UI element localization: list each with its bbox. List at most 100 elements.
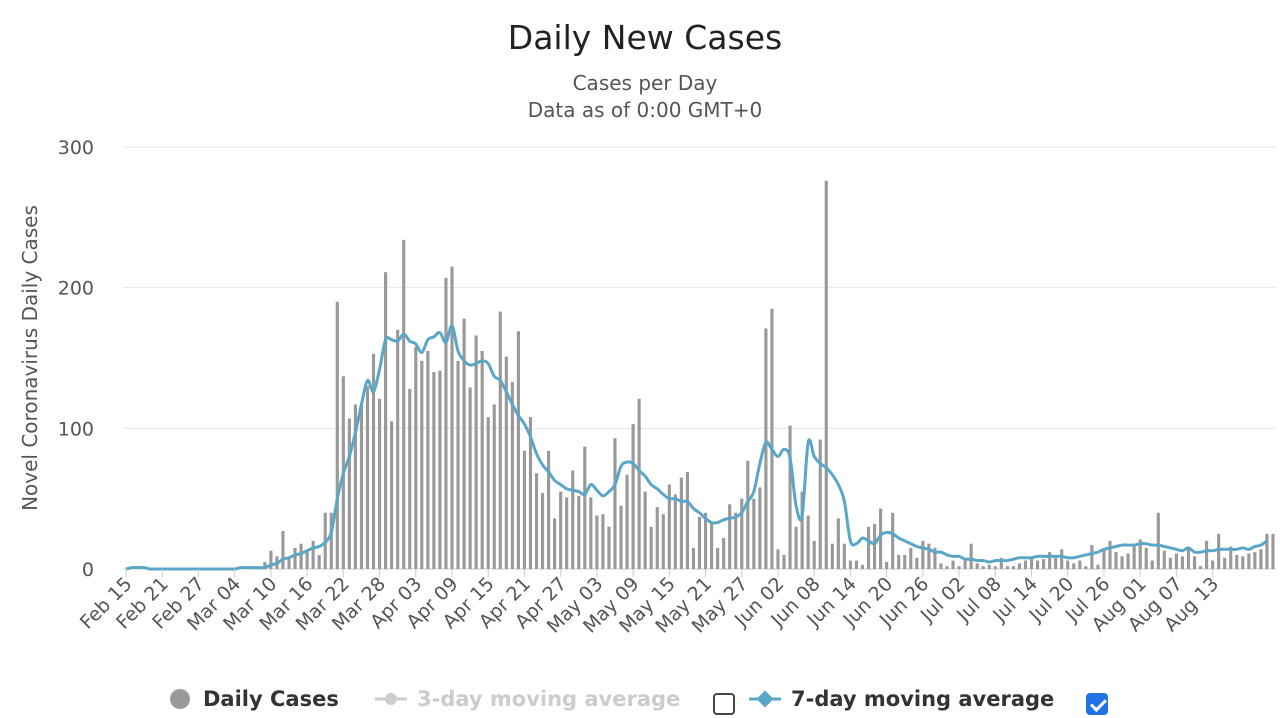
bar[interactable]: [1072, 563, 1076, 569]
bar[interactable]: [269, 550, 273, 569]
bar[interactable]: [1042, 559, 1046, 569]
bar[interactable]: [999, 557, 1003, 569]
bar[interactable]: [1235, 554, 1239, 569]
bar[interactable]: [1241, 556, 1245, 569]
bar[interactable]: [456, 360, 460, 569]
bar[interactable]: [1211, 560, 1215, 569]
bar[interactable]: [1271, 533, 1275, 569]
legend-item-7-day-ma[interactable]: 7-day moving average: [748, 683, 1054, 715]
bar[interactable]: [818, 439, 822, 569]
bar[interactable]: [311, 540, 315, 569]
bar[interactable]: [770, 308, 774, 569]
bar[interactable]: [776, 549, 780, 569]
bar[interactable]: [1229, 546, 1233, 569]
bar[interactable]: [1198, 566, 1203, 569]
bar[interactable]: [438, 370, 442, 569]
bar[interactable]: [1205, 540, 1209, 569]
bar[interactable]: [842, 543, 846, 569]
bar[interactable]: [685, 471, 689, 569]
bar[interactable]: [1144, 547, 1148, 569]
bar[interactable]: [432, 372, 436, 569]
bar[interactable]: [885, 561, 889, 569]
bar[interactable]: [347, 418, 351, 569]
bar[interactable]: [293, 547, 297, 569]
bar[interactable]: [480, 350, 484, 569]
bar[interactable]: [879, 508, 883, 569]
bar[interactable]: [987, 564, 991, 569]
bar[interactable]: [607, 526, 611, 569]
bar[interactable]: [384, 272, 388, 569]
bar[interactable]: [921, 540, 925, 569]
bar[interactable]: [1023, 560, 1028, 569]
bar[interactable]: [1005, 566, 1009, 569]
bar[interactable]: [565, 497, 569, 569]
bar[interactable]: [836, 518, 840, 569]
bar[interactable]: [365, 386, 370, 569]
bar[interactable]: [1066, 560, 1070, 569]
bar[interactable]: [981, 566, 985, 569]
bar[interactable]: [1259, 549, 1263, 569]
bar[interactable]: [486, 417, 490, 569]
bar[interactable]: [595, 515, 599, 569]
bar[interactable]: [1253, 552, 1257, 569]
bar[interactable]: [444, 277, 448, 569]
bar[interactable]: [1048, 552, 1052, 569]
bar[interactable]: [703, 512, 708, 569]
bar[interactable]: [468, 387, 472, 569]
bar[interactable]: [492, 404, 496, 569]
bar[interactable]: [637, 398, 641, 569]
bar[interactable]: [613, 438, 617, 569]
bar[interactable]: [1126, 553, 1130, 569]
bar[interactable]: [583, 446, 587, 569]
bar[interactable]: [377, 398, 382, 569]
bar[interactable]: [1217, 533, 1221, 569]
bar[interactable]: [631, 424, 635, 569]
bar[interactable]: [1096, 564, 1100, 569]
bar[interactable]: [667, 484, 671, 569]
bar[interactable]: [824, 180, 828, 569]
bar[interactable]: [939, 563, 943, 569]
bar[interactable]: [752, 498, 756, 569]
bar[interactable]: [722, 538, 726, 569]
bar[interactable]: [1174, 553, 1178, 569]
bar[interactable]: [577, 495, 581, 569]
bar[interactable]: [420, 360, 424, 569]
bar[interactable]: [1029, 557, 1034, 569]
bar[interactable]: [263, 561, 267, 569]
bar[interactable]: [830, 543, 834, 569]
bar[interactable]: [697, 516, 702, 569]
bar[interactable]: [969, 543, 973, 569]
bar[interactable]: [993, 566, 997, 569]
bar[interactable]: [872, 523, 877, 569]
bar[interactable]: [800, 491, 804, 569]
bar[interactable]: [806, 515, 810, 569]
bar[interactable]: [329, 512, 333, 569]
bar[interactable]: [866, 526, 871, 569]
bar[interactable]: [975, 563, 979, 569]
bar[interactable]: [1060, 549, 1064, 569]
bar[interactable]: [571, 470, 575, 569]
bar[interactable]: [1168, 557, 1172, 569]
bar[interactable]: [553, 518, 557, 569]
bar[interactable]: [287, 559, 291, 569]
bar[interactable]: [1150, 560, 1154, 569]
bar[interactable]: [498, 311, 502, 569]
bar[interactable]: [963, 560, 967, 569]
bar[interactable]: [1192, 556, 1197, 569]
bar[interactable]: [1054, 557, 1058, 569]
bar[interactable]: [1108, 540, 1112, 569]
bar[interactable]: [305, 550, 309, 569]
bar[interactable]: [474, 335, 478, 569]
bar[interactable]: [516, 331, 520, 569]
bar[interactable]: [462, 318, 466, 569]
bar[interactable]: [933, 547, 937, 569]
ma7-series-line[interactable]: [125, 324, 1268, 571]
bar[interactable]: [909, 547, 913, 569]
legend-item-daily-cases[interactable]: Daily Cases: [170, 683, 339, 715]
bar[interactable]: [649, 526, 653, 569]
bar[interactable]: [1084, 566, 1088, 569]
bar[interactable]: [734, 512, 738, 569]
bar[interactable]: [559, 491, 563, 569]
bar[interactable]: [402, 239, 406, 569]
bar[interactable]: [1114, 552, 1118, 569]
